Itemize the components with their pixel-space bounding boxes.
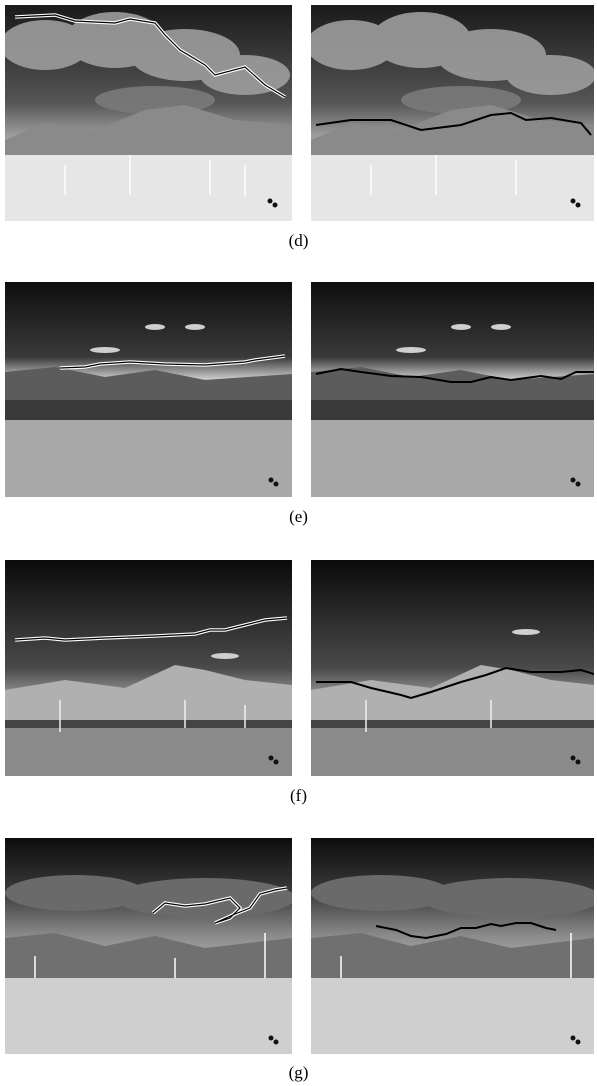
- caption-g: (g): [288, 1063, 309, 1082]
- panel-f-right: [311, 560, 594, 776]
- panel-e-right: [311, 282, 594, 497]
- panel-g-right: [311, 838, 594, 1054]
- caption-e: (e): [289, 507, 308, 526]
- panel-d-left: [5, 5, 292, 221]
- panel-d-right: [311, 5, 594, 221]
- panel-g-left: [5, 838, 292, 1054]
- panel-e-left: [5, 282, 292, 497]
- caption-f: (f): [290, 786, 307, 805]
- caption-d: (d): [288, 231, 309, 250]
- panel-f-left: [5, 560, 292, 776]
